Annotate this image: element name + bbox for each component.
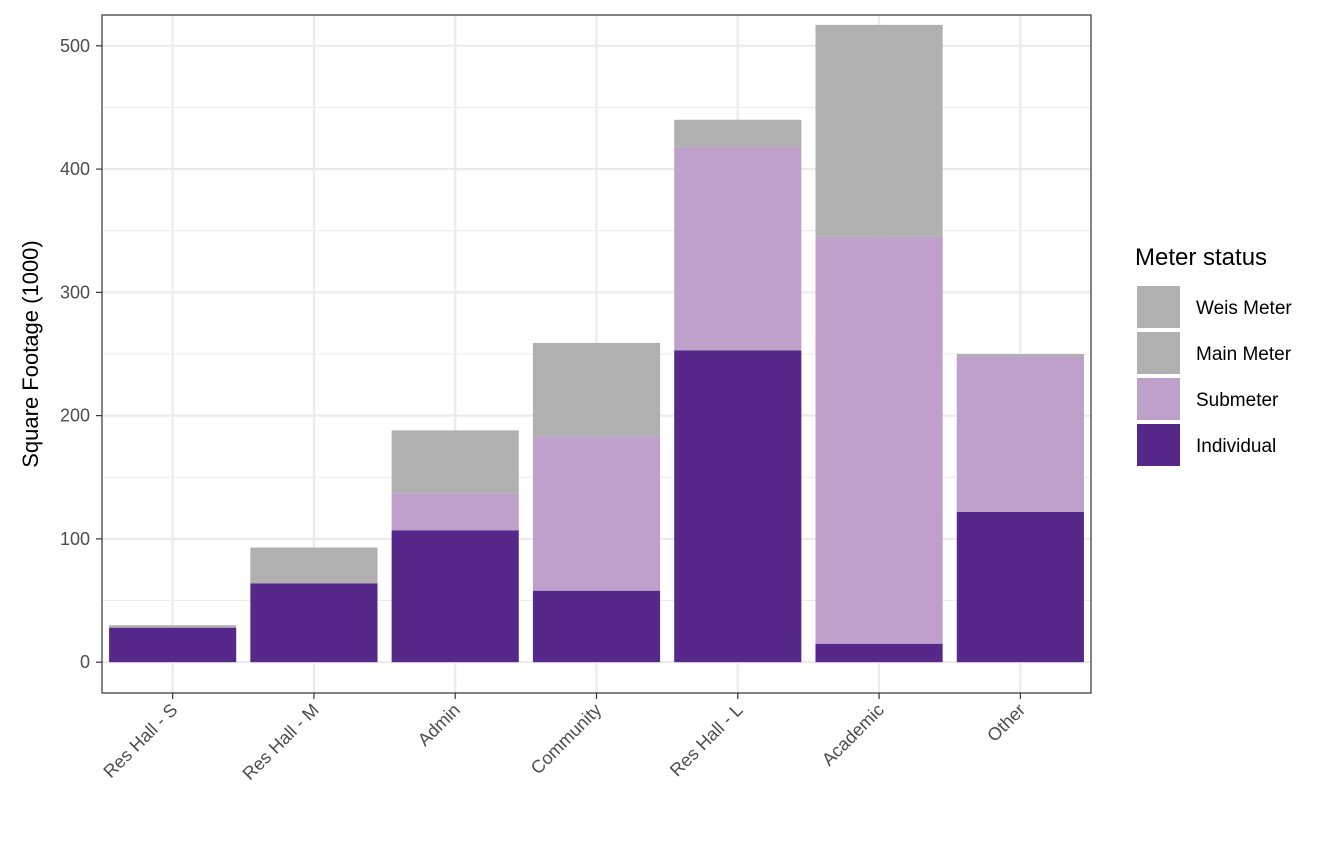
legend-key-weis-meter	[1137, 286, 1180, 328]
bar-segment-submeter	[674, 146, 802, 351]
y-tick-label: 0	[80, 652, 90, 672]
bar-segment-main-meter	[391, 430, 519, 494]
bar-segment-submeter	[391, 493, 519, 531]
bar-segment-main-meter	[815, 24, 943, 237]
y-tick-label: 100	[60, 529, 90, 549]
y-tick-label: 400	[60, 159, 90, 179]
y-tick-label: 200	[60, 406, 90, 426]
bar-segment-main-meter	[674, 119, 802, 147]
legend: Meter status Weis Meter Main Meter Submete…	[1135, 244, 1292, 466]
y-axis: 0 100 200 300 400 500	[60, 36, 102, 672]
x-tick-label: Academic	[818, 700, 888, 770]
x-tick-label: Community	[527, 700, 606, 779]
bar-segment-individual	[674, 350, 802, 663]
bar-segment-main-meter	[956, 354, 1084, 357]
legend-label: Weis Meter	[1196, 298, 1292, 319]
legend-label: Main Meter	[1196, 344, 1292, 365]
y-tick-label: 500	[60, 36, 90, 56]
x-axis: Res Hall - S Res Hall - M Admin Community Re…	[99, 693, 1029, 784]
legend-key-submeter	[1137, 378, 1180, 420]
x-tick-label: Admin	[414, 700, 464, 750]
y-tick-label: 300	[60, 282, 90, 302]
bar-segment-individual	[250, 583, 378, 663]
bar-segment-submeter	[815, 236, 943, 644]
bar-segment-main-meter	[250, 547, 378, 584]
y-axis-title: Square Footage (1000)	[18, 240, 43, 468]
bars	[109, 24, 1084, 663]
legend-items: Weis Meter Main Meter Submeter Individual	[1137, 286, 1292, 466]
legend-key-individual	[1137, 424, 1180, 466]
bar-segment-individual	[532, 590, 661, 663]
legend-key-main-meter	[1137, 332, 1180, 374]
bar-segment-submeter	[956, 356, 1084, 512]
bar-segment-individual	[956, 511, 1084, 663]
bar-segment-individual	[109, 627, 237, 663]
legend-title: Meter status	[1135, 244, 1267, 271]
x-tick-label: Res Hall - L	[666, 700, 747, 781]
x-tick-label: Res Hall - M	[239, 700, 323, 784]
bar-segment-main-meter	[109, 625, 237, 628]
legend-label: Submeter	[1196, 390, 1279, 411]
bar-segment-main-meter	[532, 342, 661, 437]
bar-segment-individual	[391, 530, 519, 663]
bar-segment-individual	[815, 643, 943, 663]
legend-label: Individual	[1196, 436, 1276, 457]
x-tick-label: Other	[983, 700, 1029, 746]
bar-segment-submeter	[532, 436, 661, 591]
x-tick-label: Res Hall - S	[99, 700, 181, 782]
